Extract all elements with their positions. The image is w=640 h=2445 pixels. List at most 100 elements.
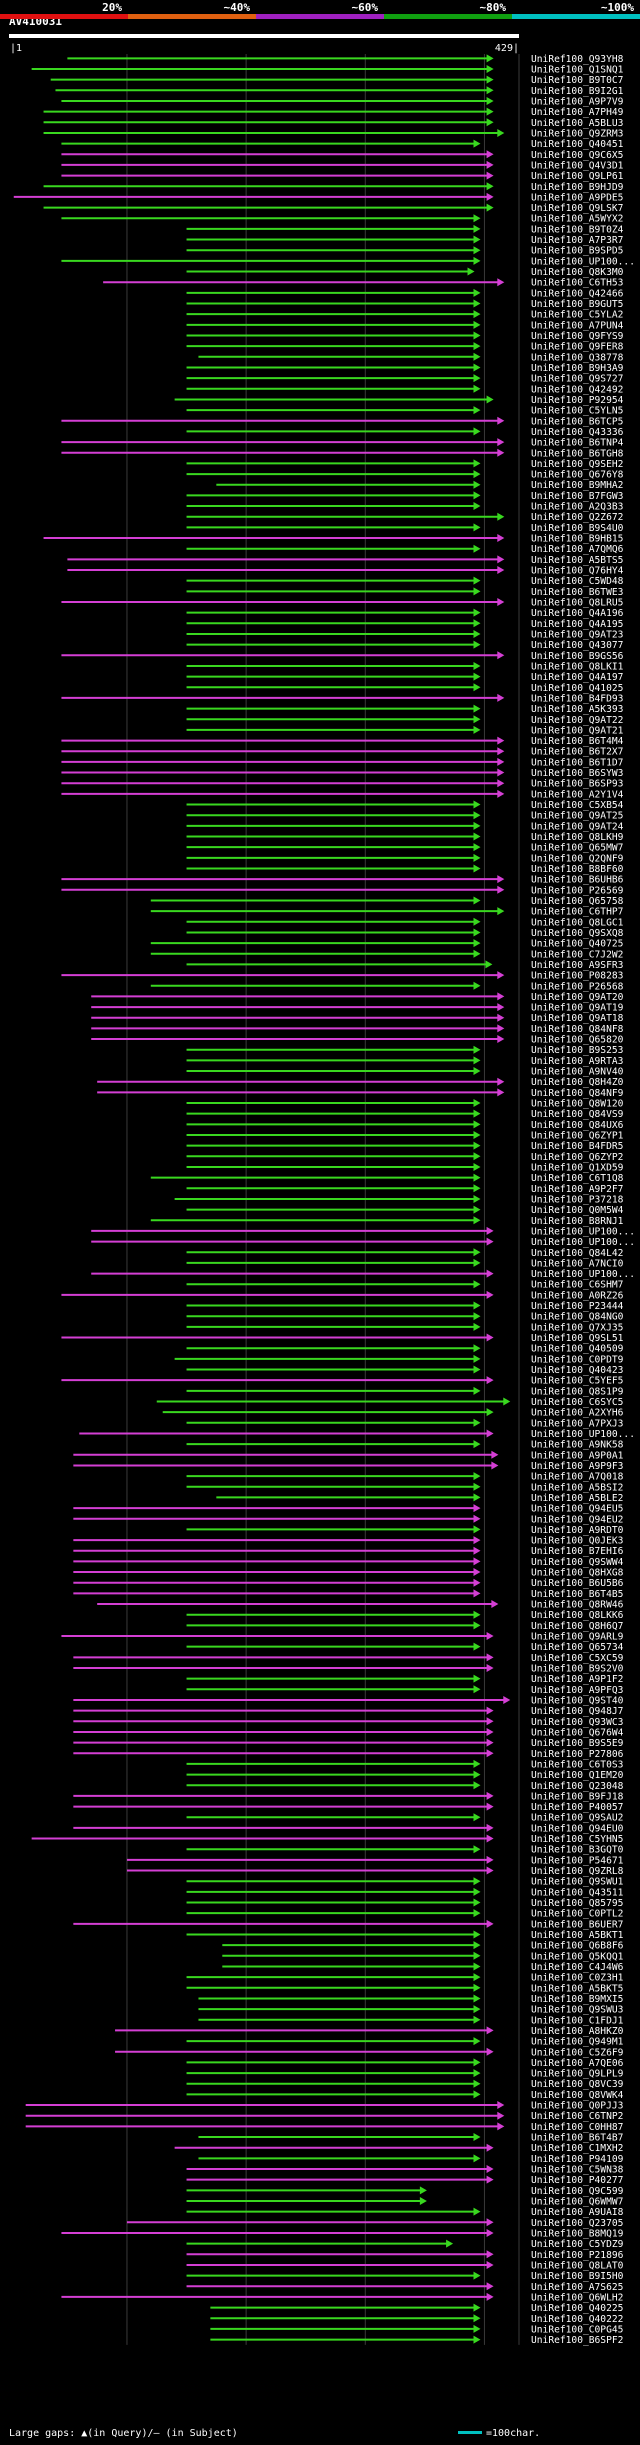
query-ruler [9,34,519,38]
hit-label: UniRef100_Q40423 [531,1365,624,1376]
hit-label: UniRef100_B6SP93 [531,779,624,790]
hit-label: UniRef100_Q40725 [531,939,623,950]
hit-arrow [497,757,505,766]
hit-label: UniRef100_B6UHB6 [531,875,624,886]
hit-arrow [473,1877,481,1886]
hit-arrow [491,1600,499,1609]
hit-label: UniRef100_A9NV40 [531,1067,624,1078]
hit-label: UniRef100_Q9ZRL8 [531,1866,624,1877]
identity-scale-label: ~40% [224,1,251,14]
hit-arrow [473,1674,481,1683]
hit-label: UniRef100_Q9LSK7 [531,203,624,214]
hit-arrow [473,299,481,308]
hit-arrow [473,2069,481,2078]
hit-arrow [486,54,494,63]
hit-label: UniRef100_Q65758 [531,896,624,907]
hit-label: UniRef100_B6TWE3 [531,587,624,598]
hit-arrow [473,2207,481,2216]
hit-label: UniRef100_P40057 [531,1802,624,1813]
hit-label: UniRef100_B9I2G1 [531,86,624,97]
hit-label: UniRef100_B9S253 [531,1045,624,1056]
hit-label: UniRef100_A9NK58 [531,1440,624,1451]
hit-arrow [497,992,505,1001]
hit-arrow [486,2282,494,2291]
hit-label: UniRef100_B9HJD9 [531,182,624,193]
hit-label: UniRef100_B4FDR5 [531,1141,623,1152]
hit-arrow [497,566,505,575]
hit-arrow [473,480,481,489]
hit-label: UniRef100_Q9ST40 [531,1695,624,1706]
hit-arrow [486,1738,494,1747]
hit-label: UniRef100_Q4A197 [531,672,624,683]
hit-arrow [473,384,481,393]
hit-arrow [473,939,481,948]
hit-arrow [473,1568,481,1577]
hit-arrow [473,2079,481,2088]
hit-label: UniRef100_Q9ZRM3 [531,128,624,139]
identity-scale-segment [128,14,256,19]
hit-label: UniRef100_A7PUN4 [531,320,624,331]
hit-arrow [419,2186,427,2195]
hit-label: UniRef100_B9H3A9 [531,363,624,374]
hit-arrow [473,981,481,990]
identity-scale-label: ~80% [480,1,507,14]
hit-arrow [497,1024,505,1033]
hit-arrow [473,1813,481,1822]
query-start-label: |1 [10,43,22,54]
hit-label: UniRef100_Q42466 [531,288,624,299]
hit-arrow [486,1855,494,1864]
hit-label: UniRef100_Q8K3M0 [531,267,624,278]
hit-arrow [473,1099,481,1108]
hit-label: UniRef100_Q93WC3 [531,1717,624,1728]
hit-label: UniRef100_Q84VS9 [531,1109,624,1120]
hit-label: UniRef100_C4J4W6 [531,1962,624,1973]
hit-label: UniRef100_C0PTL2 [531,1909,623,1920]
identity-scale-label: ~100% [601,1,634,14]
hit-label: UniRef100_P23444 [531,1301,624,1312]
hit-label: UniRef100_Q9C599 [531,2186,624,2197]
hit-arrow [473,661,481,670]
hit-arrow [486,395,494,404]
hit-arrow [497,1013,505,1022]
hit-label: UniRef100_B6T4B7 [531,2133,624,2144]
hit-label: UniRef100_A7P3R7 [531,235,624,246]
hit-label: UniRef100_Q42492 [531,384,623,395]
hit-label: UniRef100_A5WYX2 [531,214,623,225]
hit-label: UniRef100_B3GQT0 [531,1845,624,1856]
hit-label: UniRef100_A5BTS5 [531,555,623,566]
hit-arrow [473,139,481,148]
hit-label: UniRef100_C5WN38 [531,2165,624,2176]
hit-label: UniRef100_C1FDJ1 [531,2015,624,2026]
hit-label: UniRef100_B4FD93 [531,693,624,704]
hit-label: UniRef100_C5XB54 [531,800,624,811]
hit-label: UniRef100_B6TCP5 [531,416,623,427]
hit-label: UniRef100_Q8VC39 [531,2079,624,2090]
hit-label: UniRef100_B6T4M4 [531,736,624,747]
hit-arrow [473,2314,481,2323]
hit-label: UniRef100_C5Z6F9 [531,2047,624,2058]
hit-label: UniRef100_Q65MW7 [531,843,624,854]
hit-label: UniRef100_B8RNJ1 [531,1216,624,1227]
hit-arrow [486,2250,494,2259]
hit-label: UniRef100_Q9SEH2 [531,459,623,470]
hit-arrow [497,512,505,521]
hit-label: UniRef100_Q8W120 [531,1099,624,1110]
hit-arrow [473,1589,481,1598]
hit-arrow [473,342,481,351]
hit-label: UniRef100_Q41025 [531,683,623,694]
hit-arrow [473,1504,481,1513]
hit-label: UniRef100_P94109 [531,2154,624,2165]
hit-arrow [473,2058,481,2067]
hit-label: UniRef100_B7EHI6 [531,1546,624,1557]
hit-arrow [486,1376,494,1385]
hit-arrow [497,651,505,660]
hit-arrow [473,2005,481,2014]
hit-arrow [486,2026,494,2035]
hit-arrow [473,406,481,415]
hit-arrow [473,853,481,862]
hit-label: UniRef100_Q8LKK6 [531,1610,624,1621]
hit-label: UniRef100_Q948J7 [531,1706,624,1717]
hit-arrow [497,736,505,745]
hit-label: UniRef100_B9GS56 [531,651,624,662]
hit-arrow [485,960,493,969]
